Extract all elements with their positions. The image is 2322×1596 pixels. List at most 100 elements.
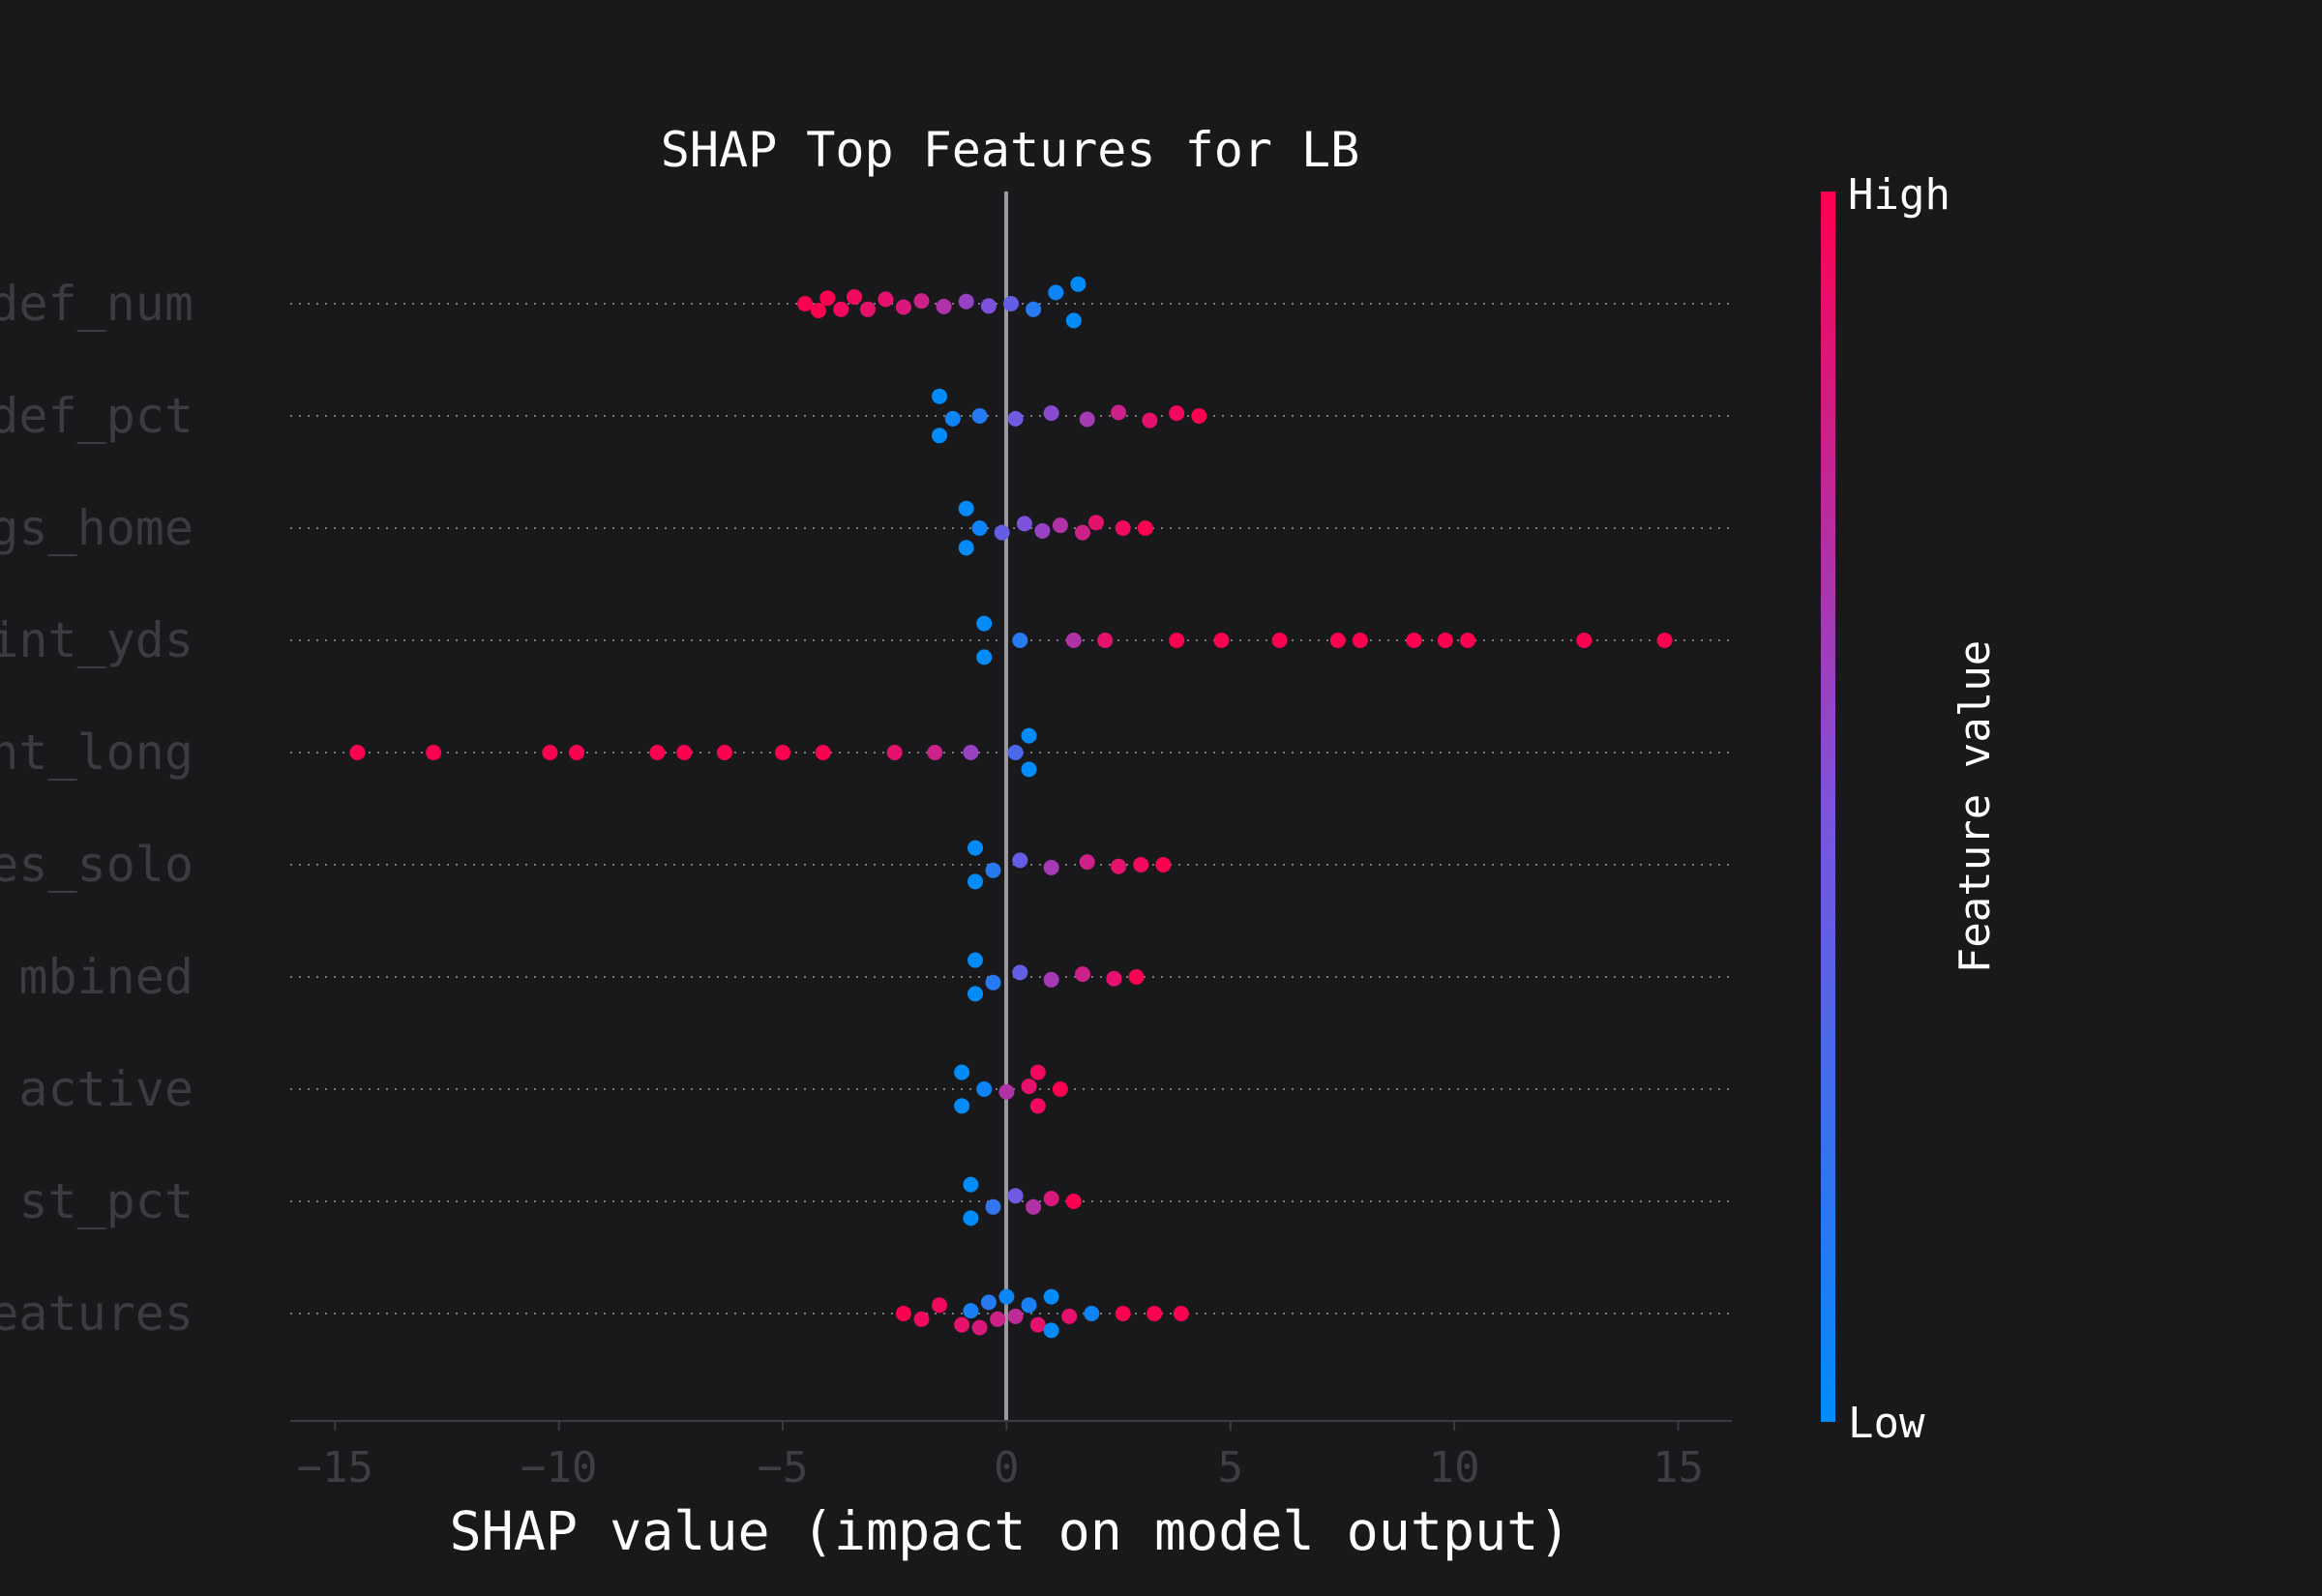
feature-label: def_num: [0, 276, 194, 332]
data-point: [963, 745, 978, 760]
data-point: [1133, 857, 1148, 872]
data-point: [349, 745, 365, 760]
data-point: [1022, 1079, 1037, 1094]
data-point: [976, 1081, 992, 1097]
data-point: [1272, 633, 1288, 648]
data-point: [1048, 284, 1063, 300]
data-point: [847, 289, 862, 305]
colorbar-high-label: High: [1848, 170, 1950, 220]
data-point: [1044, 405, 1059, 421]
data-point: [1657, 633, 1673, 648]
data-point: [426, 745, 441, 760]
colorbar-title: Feature value: [1950, 640, 2000, 973]
data-point: [1576, 633, 1592, 648]
data-point: [976, 616, 992, 632]
feature-row-points: [968, 953, 1145, 1002]
x-tick-label: −10: [521, 1443, 597, 1493]
data-point: [1075, 966, 1090, 982]
data-point: [932, 428, 947, 443]
data-point: [995, 525, 1010, 541]
colorbar-low-label: Low: [1848, 1399, 1925, 1448]
data-point: [1012, 633, 1027, 648]
data-point: [968, 986, 983, 1001]
x-tick-label: 10: [1429, 1443, 1480, 1493]
feature-labels: def_num def_pct gs_home int_yds int_long es_s…: [0, 276, 194, 1342]
data-point: [986, 1199, 1001, 1215]
data-point: [1088, 515, 1104, 530]
grid-lines: [290, 304, 1732, 1314]
data-point: [1003, 296, 1019, 311]
data-point: [1022, 761, 1037, 777]
data-point: [1044, 1289, 1059, 1305]
data-point: [1061, 1309, 1077, 1324]
data-point: [819, 290, 835, 306]
data-point: [1169, 633, 1184, 648]
data-point: [1066, 312, 1082, 328]
data-point: [959, 294, 974, 310]
data-point: [1169, 405, 1184, 421]
data-point: [1012, 852, 1027, 868]
data-point: [959, 501, 974, 517]
feature-row-points: [932, 389, 1206, 444]
data-point: [1030, 1098, 1046, 1113]
data-point: [1080, 412, 1095, 428]
data-point: [927, 745, 942, 760]
data-points: [349, 277, 1672, 1339]
data-point: [968, 841, 983, 856]
data-point: [1070, 277, 1086, 292]
data-point: [972, 520, 988, 536]
data-point: [1053, 517, 1068, 533]
data-point: [972, 1320, 988, 1336]
feature-label: gs_home: [0, 500, 194, 556]
data-point: [937, 299, 952, 314]
data-point: [1438, 633, 1453, 648]
x-axis-label: SHAP value (impact on model output): [450, 1500, 1571, 1562]
chart-title: SHAP Top Features for LB: [661, 122, 1359, 178]
x-tick-label: 5: [1217, 1443, 1243, 1493]
x-tick-label: −15: [297, 1443, 373, 1493]
data-point: [1353, 633, 1368, 648]
data-point: [1116, 1306, 1131, 1321]
data-point: [959, 540, 974, 555]
data-point: [1142, 413, 1157, 429]
data-point: [676, 745, 692, 760]
data-point: [860, 302, 876, 317]
data-point: [1012, 964, 1027, 980]
data-point: [649, 745, 665, 760]
data-point: [1146, 1306, 1162, 1321]
data-point: [1034, 523, 1050, 539]
data-point: [1008, 1309, 1024, 1324]
data-point: [972, 408, 988, 424]
data-point: [1084, 1306, 1099, 1321]
data-point: [1116, 520, 1131, 536]
data-point: [1214, 633, 1230, 648]
data-point: [1174, 1306, 1189, 1321]
data-point: [717, 745, 732, 760]
data-point: [954, 1065, 969, 1080]
feature-label: int_yds: [0, 612, 194, 668]
data-point: [998, 1289, 1014, 1305]
data-point: [1022, 728, 1037, 744]
data-point: [963, 1210, 978, 1226]
data-point: [1026, 302, 1041, 317]
data-point: [981, 1294, 997, 1310]
data-point: [1111, 405, 1126, 421]
data-point: [954, 1317, 969, 1333]
data-point: [1008, 745, 1024, 760]
data-point: [1330, 633, 1346, 648]
data-point: [1129, 969, 1145, 985]
data-point: [1155, 857, 1171, 872]
data-point: [1460, 633, 1475, 648]
data-point: [963, 1177, 978, 1193]
x-tick-label: −5: [758, 1443, 809, 1493]
data-point: [1044, 1322, 1059, 1338]
data-point: [976, 649, 992, 665]
feature-label: es_solo: [0, 837, 194, 893]
data-point: [1008, 411, 1024, 427]
data-point: [1017, 516, 1032, 531]
x-tick-label: 15: [1652, 1443, 1704, 1493]
feature-label: int_long: [0, 724, 194, 781]
data-point: [954, 1098, 969, 1113]
feature-label: active: [18, 1061, 194, 1117]
